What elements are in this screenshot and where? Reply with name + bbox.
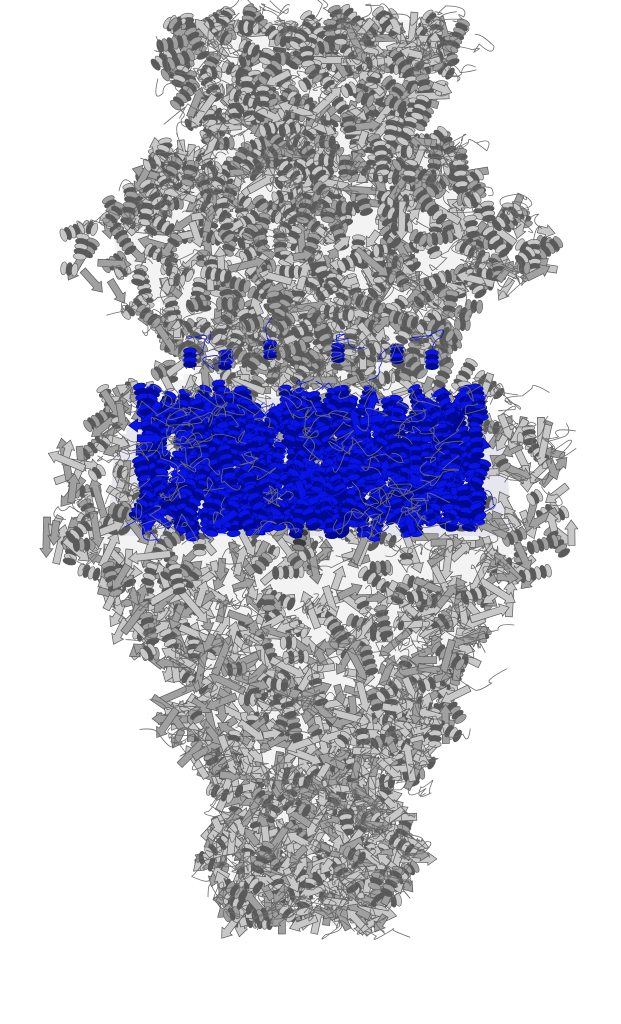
- body-shade: [198, 734, 422, 740]
- body-shade: [137, 584, 483, 590]
- body-shade: [132, 578, 488, 584]
- gray-helix: [369, 559, 392, 575]
- body-shade: [164, 386, 456, 392]
- body-shade: [223, 854, 397, 860]
- body-shade: [152, 296, 468, 302]
- body-shade: [156, 632, 464, 638]
- body-shade: [101, 530, 519, 536]
- helix-turn: [123, 578, 137, 588]
- body-shade: [199, 92, 421, 98]
- body-shade: [142, 590, 478, 596]
- body-shade: [154, 620, 466, 626]
